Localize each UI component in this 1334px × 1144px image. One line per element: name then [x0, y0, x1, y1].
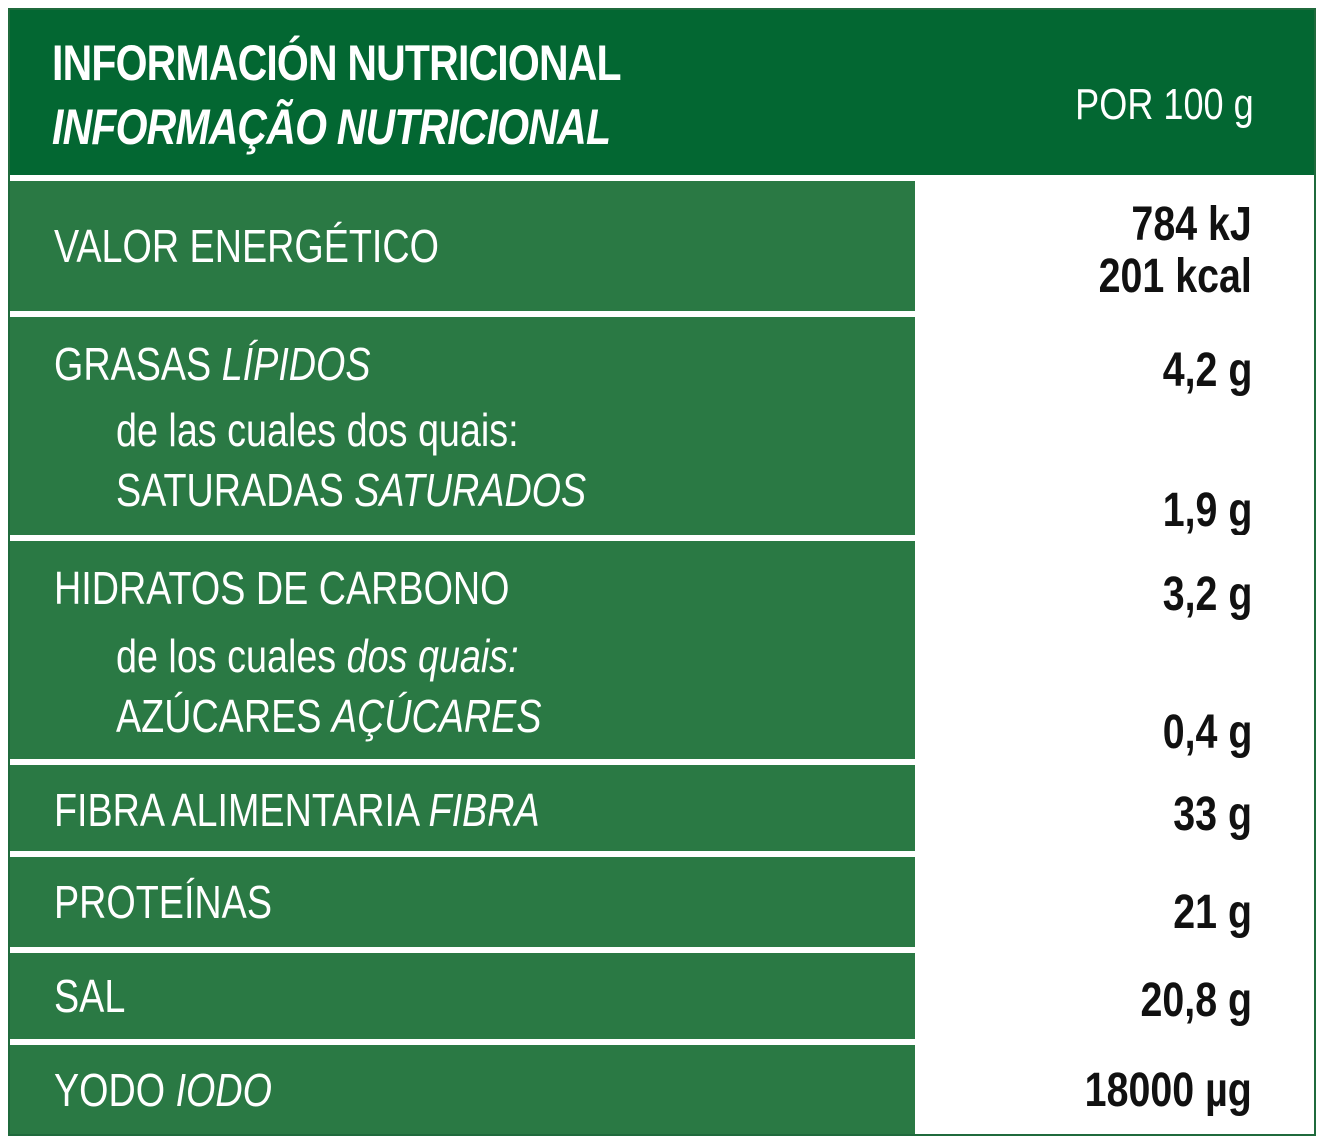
carbs-sub-intro: de los cuales dos quais:	[116, 630, 519, 682]
energy-value-kj: 784 kJ	[1131, 198, 1252, 251]
sugars-label: AZÚCARES AÇÚCARES	[116, 690, 542, 742]
row-iodine: YODO IODO 18000 µg	[10, 1045, 1314, 1134]
fat-sub-intro: de las cuales dos quais:	[116, 404, 519, 456]
row-fat: GRASAS LÍPIDOS de las cuales dos quais: …	[10, 317, 1314, 535]
table-header: INFORMACIÓN NUTRICIONAL INFORMAÇÃO NUTRI…	[10, 10, 1314, 175]
title-pt: INFORMAÇÃO NUTRICIONAL	[52, 99, 611, 155]
row-energy: VALOR ENERGÉTICO 784 kJ 201 kcal	[10, 181, 1314, 311]
row-fiber: FIBRA ALIMENTARIA FIBRA 33 g	[10, 765, 1314, 851]
fat-label: GRASAS LÍPIDOS	[54, 338, 371, 390]
iodine-value: 18000 µg	[1084, 1064, 1252, 1117]
row-carbohydrates: HIDRATOS DE CARBONO de los cuales dos qu…	[10, 541, 1314, 759]
iodine-label: YODO IODO	[54, 1064, 272, 1116]
nutrition-table: INFORMACIÓN NUTRICIONAL INFORMAÇÃO NUTRI…	[8, 8, 1316, 1136]
fiber-value: 33 g	[1173, 788, 1252, 841]
carbs-value: 3,2 g	[1162, 568, 1252, 621]
saturated-value: 1,9 g	[1162, 484, 1252, 537]
salt-value: 20,8 g	[1140, 974, 1252, 1027]
per-100g-label: POR 100 g	[1075, 80, 1254, 129]
row-protein: PROTEÍNAS 21 g	[10, 857, 1314, 947]
protein-label: PROTEÍNAS	[54, 876, 272, 928]
row-salt: SAL 20,8 g	[10, 953, 1314, 1039]
sugars-value: 0,4 g	[1162, 706, 1252, 759]
protein-value: 21 g	[1173, 886, 1252, 939]
saturated-label: SATURADAS SATURADOS	[116, 464, 587, 516]
carbs-label: HIDRATOS DE CARBONO	[54, 562, 510, 614]
energy-value-kcal: 201 kcal	[1098, 250, 1252, 303]
energy-label: VALOR ENERGÉTICO	[54, 220, 439, 272]
salt-label: SAL	[54, 970, 126, 1022]
fat-value: 4,2 g	[1162, 344, 1252, 397]
title-es: INFORMACIÓN NUTRICIONAL	[52, 35, 622, 91]
fiber-label: FIBRA ALIMENTARIA FIBRA	[54, 784, 540, 836]
